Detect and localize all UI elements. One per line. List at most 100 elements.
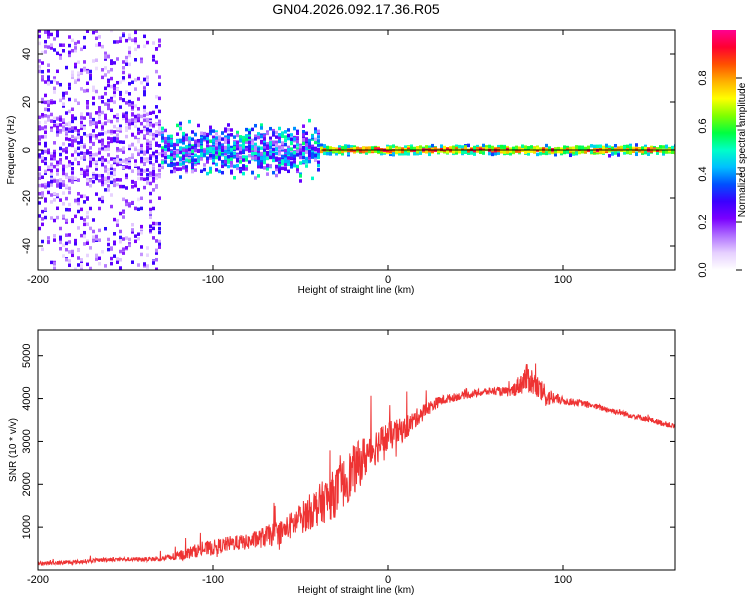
heatmap-cell <box>641 149 644 154</box>
heatmap-cell <box>125 90 128 94</box>
heatmap-cell <box>116 40 119 44</box>
heatmap-cell <box>473 148 476 153</box>
heatmap-cell <box>53 262 56 266</box>
heatmap-cell <box>86 133 89 138</box>
heatmap-cell <box>68 35 71 39</box>
heatmap-cell <box>95 111 98 115</box>
heatmap-cell <box>260 123 263 127</box>
heatmap-cell <box>62 179 65 184</box>
heatmap-cell <box>233 146 236 150</box>
heatmap-cell <box>125 55 128 60</box>
heatmap-cell <box>185 158 188 162</box>
heatmap-cell <box>95 30 98 33</box>
heatmap-cell <box>188 152 191 157</box>
heatmap-cell <box>53 152 56 156</box>
heatmap-cell <box>317 135 320 139</box>
heatmap-cell <box>80 233 83 238</box>
heatmap-cell <box>137 127 140 132</box>
heatmap-cell <box>53 119 56 124</box>
heatmap-cell <box>122 210 125 214</box>
heatmap-cell <box>41 239 44 244</box>
heatmap-cell <box>101 199 104 204</box>
heatmap-cell <box>185 145 188 149</box>
heatmap-cell <box>62 214 65 219</box>
heatmap-cell <box>80 151 83 155</box>
heatmap-cell <box>104 181 107 185</box>
heatmap-cell <box>218 144 221 148</box>
heatmap-cell <box>41 126 44 131</box>
heatmap-cell <box>182 136 185 141</box>
heatmap-cell <box>59 115 62 119</box>
heatmap-cell <box>209 148 212 153</box>
heatmap-cell <box>179 167 182 171</box>
heatmap-cell <box>206 160 209 164</box>
heatmap-cell <box>656 147 659 151</box>
heatmap-cell <box>194 160 197 164</box>
heatmap-cell <box>287 128 290 132</box>
heatmap-cell <box>635 143 638 147</box>
heatmap-cell <box>227 155 230 159</box>
heatmap-cell <box>98 157 101 162</box>
heatmap-cell <box>137 131 140 135</box>
heatmap-cell <box>224 135 227 139</box>
heatmap-cell <box>80 207 83 212</box>
heatmap-cell <box>107 147 110 151</box>
heatmap-cell <box>68 190 71 195</box>
heatmap-cell <box>116 133 119 137</box>
heatmap-cell <box>110 119 113 124</box>
heatmap-cell <box>149 199 152 204</box>
heatmap-cell <box>38 125 41 129</box>
heatmap-cell <box>341 149 344 154</box>
heatmap-cell <box>47 148 50 153</box>
heatmap-cell <box>296 153 299 157</box>
heatmap-cell <box>95 167 98 171</box>
heatmap-cell <box>281 159 284 163</box>
heatmap-cell <box>308 153 311 157</box>
heatmap-cell <box>263 142 266 147</box>
heatmap-cell <box>59 198 62 202</box>
heatmap-cell <box>146 246 149 250</box>
heatmap-cell <box>368 149 371 154</box>
heatmap-cell <box>143 150 146 154</box>
heatmap-cell <box>452 145 455 150</box>
heatmap-cell <box>44 120 47 125</box>
heatmap-cell <box>95 164 98 169</box>
heatmap-cell <box>281 166 284 171</box>
heatmap-cell <box>89 120 92 124</box>
heatmap-cell <box>221 137 224 141</box>
heatmap-cell <box>143 34 146 39</box>
heatmap-cell <box>146 131 149 136</box>
heatmap-cell <box>530 145 533 149</box>
heatmap-cell <box>107 83 110 88</box>
heatmap-cell <box>233 176 236 180</box>
heatmap-cell <box>62 142 65 146</box>
heatmap-cell <box>62 49 65 53</box>
heatmap-cell <box>224 160 227 164</box>
heatmap-cell <box>38 172 41 176</box>
heatmap-cell <box>242 155 245 159</box>
heatmap-cell <box>251 156 254 160</box>
heatmap-cell <box>125 160 128 165</box>
heatmap-cell <box>119 36 122 41</box>
heatmap-cell <box>233 164 236 169</box>
heatmap-cell <box>143 90 146 94</box>
heatmap-cell <box>170 141 173 145</box>
heatmap-cell <box>137 76 140 81</box>
heatmap-cell <box>53 48 56 52</box>
heatmap-cell <box>338 145 341 149</box>
heatmap-cell <box>71 70 74 74</box>
heatmap-cell <box>113 159 116 163</box>
heatmap-cell <box>644 150 647 155</box>
snr-x-tick-label: -100 <box>202 574 224 586</box>
heatmap-cell <box>131 260 134 264</box>
heatmap-cell <box>104 226 107 231</box>
spectrogram-y-tick-label: -20 <box>21 190 33 206</box>
heatmap-cell <box>38 191 41 196</box>
heatmap-cell <box>239 138 242 142</box>
heatmap-cell <box>569 153 572 158</box>
heatmap-cell <box>305 150 308 154</box>
heatmap-cell <box>155 47 158 51</box>
snr-y-tick-label: 1000 <box>21 515 33 539</box>
heatmap-cell <box>260 151 263 156</box>
heatmap-cell <box>110 246 113 250</box>
